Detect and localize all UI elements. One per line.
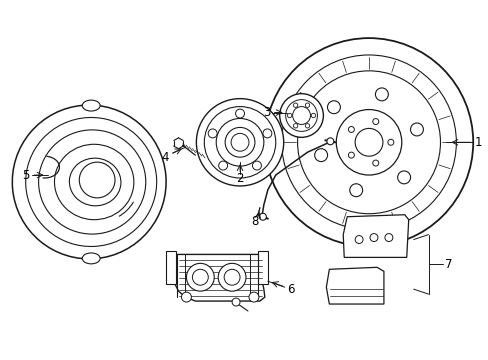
Circle shape	[279, 94, 323, 137]
Text: 5: 5	[22, 168, 29, 181]
Ellipse shape	[12, 105, 166, 259]
Circle shape	[252, 161, 261, 170]
Circle shape	[259, 213, 266, 220]
Circle shape	[224, 127, 254, 157]
Circle shape	[369, 234, 377, 242]
Circle shape	[311, 113, 315, 118]
Circle shape	[409, 123, 423, 136]
Circle shape	[347, 126, 354, 132]
Circle shape	[397, 171, 410, 184]
Circle shape	[248, 292, 258, 302]
Text: 3: 3	[263, 106, 270, 119]
Circle shape	[326, 138, 333, 145]
Polygon shape	[257, 251, 267, 284]
Ellipse shape	[82, 100, 100, 111]
Text: 7: 7	[444, 258, 451, 271]
Circle shape	[181, 292, 191, 302]
Circle shape	[79, 162, 115, 198]
Circle shape	[305, 123, 309, 128]
Circle shape	[384, 234, 392, 242]
Circle shape	[263, 129, 271, 138]
Circle shape	[235, 109, 244, 118]
Circle shape	[354, 235, 362, 243]
Text: 8: 8	[251, 215, 258, 228]
Circle shape	[264, 38, 472, 247]
Circle shape	[186, 264, 214, 291]
Ellipse shape	[82, 253, 100, 264]
Circle shape	[349, 184, 362, 197]
Circle shape	[347, 152, 354, 158]
Circle shape	[218, 264, 245, 291]
Text: 4: 4	[162, 151, 169, 164]
Circle shape	[208, 129, 217, 138]
Polygon shape	[343, 215, 408, 257]
Circle shape	[196, 99, 283, 186]
Text: 1: 1	[473, 136, 481, 149]
Circle shape	[218, 161, 227, 170]
Polygon shape	[325, 267, 383, 304]
Circle shape	[372, 118, 378, 125]
Circle shape	[305, 103, 309, 107]
Polygon shape	[165, 251, 175, 284]
Circle shape	[293, 103, 297, 107]
Text: 6: 6	[286, 283, 294, 296]
Polygon shape	[172, 255, 264, 301]
Circle shape	[293, 123, 297, 128]
Text: 2: 2	[236, 171, 244, 185]
Circle shape	[232, 298, 240, 306]
Circle shape	[387, 139, 393, 145]
Circle shape	[372, 160, 378, 166]
Circle shape	[314, 149, 327, 162]
Circle shape	[287, 113, 291, 118]
Circle shape	[375, 88, 387, 101]
Circle shape	[327, 101, 340, 114]
